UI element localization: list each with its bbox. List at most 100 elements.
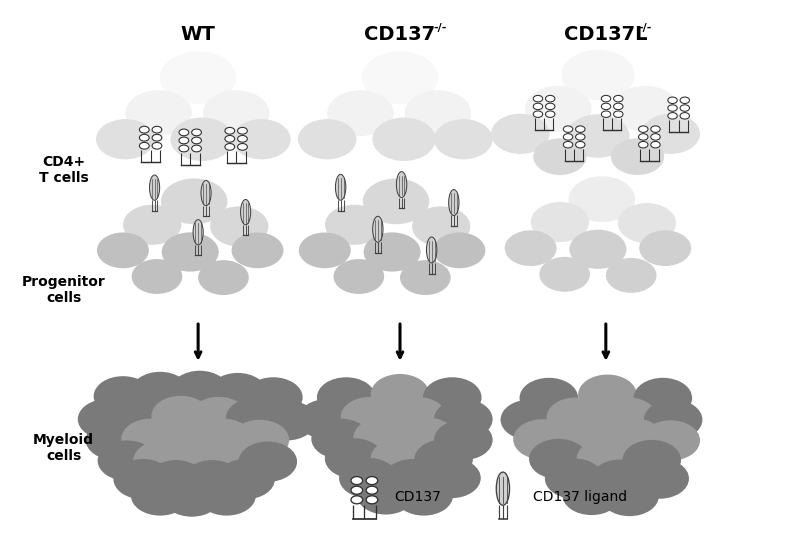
Circle shape — [622, 440, 681, 480]
Circle shape — [134, 440, 192, 481]
Circle shape — [179, 137, 189, 144]
Circle shape — [225, 144, 234, 150]
Circle shape — [115, 397, 174, 437]
Circle shape — [226, 398, 285, 439]
Circle shape — [210, 206, 269, 247]
Ellipse shape — [449, 190, 459, 216]
Circle shape — [634, 378, 692, 418]
Circle shape — [612, 86, 678, 132]
Circle shape — [638, 126, 648, 132]
Circle shape — [366, 486, 378, 494]
Circle shape — [422, 458, 481, 498]
Circle shape — [590, 460, 650, 500]
Circle shape — [575, 126, 585, 132]
Circle shape — [96, 119, 154, 159]
Text: Progenitor
cells: Progenitor cells — [22, 275, 106, 305]
Circle shape — [602, 96, 610, 102]
Text: CD137 ligand: CD137 ligand — [533, 490, 627, 504]
Circle shape — [325, 205, 383, 245]
Ellipse shape — [396, 171, 406, 197]
Circle shape — [146, 460, 206, 500]
Circle shape — [238, 135, 247, 142]
Circle shape — [258, 400, 316, 440]
Circle shape — [372, 117, 435, 161]
Circle shape — [179, 129, 189, 135]
Circle shape — [317, 377, 375, 418]
Circle shape — [362, 51, 438, 104]
Circle shape — [398, 418, 456, 458]
Circle shape — [578, 374, 637, 415]
Text: CD4+
T cells: CD4+ T cells — [38, 155, 89, 185]
Circle shape — [600, 476, 659, 516]
Circle shape — [388, 397, 446, 437]
Circle shape — [334, 259, 384, 294]
Circle shape — [169, 440, 227, 481]
Circle shape — [139, 134, 149, 141]
Circle shape — [192, 137, 202, 144]
Circle shape — [545, 458, 603, 499]
Circle shape — [194, 419, 253, 459]
Circle shape — [162, 476, 221, 517]
Circle shape — [394, 475, 453, 515]
Ellipse shape — [496, 472, 510, 505]
Circle shape — [546, 96, 555, 102]
Circle shape — [650, 126, 660, 132]
Circle shape — [575, 142, 585, 148]
Circle shape — [534, 138, 586, 175]
Circle shape — [577, 439, 635, 479]
Circle shape — [563, 126, 573, 132]
Circle shape — [94, 376, 152, 416]
Circle shape — [614, 103, 623, 109]
Circle shape — [505, 230, 557, 266]
Circle shape — [157, 419, 215, 459]
Circle shape — [152, 134, 162, 141]
Circle shape — [680, 97, 690, 103]
Circle shape — [383, 459, 442, 499]
Circle shape — [161, 179, 227, 224]
Circle shape — [575, 134, 585, 140]
Circle shape — [618, 203, 676, 243]
Circle shape — [546, 398, 605, 438]
Circle shape — [325, 439, 383, 478]
Circle shape — [132, 259, 182, 294]
Circle shape — [412, 206, 470, 247]
Circle shape — [514, 419, 572, 460]
Circle shape — [562, 475, 621, 515]
Circle shape — [638, 142, 648, 148]
Circle shape — [614, 96, 623, 102]
Circle shape — [131, 372, 190, 412]
Circle shape — [327, 90, 394, 136]
Circle shape — [563, 134, 573, 140]
Circle shape — [192, 129, 202, 135]
Circle shape — [238, 144, 247, 150]
Circle shape — [668, 97, 678, 103]
Circle shape — [434, 420, 493, 460]
Circle shape — [400, 260, 450, 295]
Circle shape — [298, 399, 357, 439]
Circle shape — [114, 459, 172, 499]
Circle shape — [501, 400, 559, 440]
Circle shape — [491, 114, 550, 154]
Circle shape — [519, 378, 578, 418]
Circle shape — [362, 179, 430, 224]
Text: CD137L: CD137L — [564, 24, 647, 44]
Circle shape — [225, 135, 234, 142]
Circle shape — [370, 374, 430, 414]
Circle shape — [183, 460, 242, 500]
Circle shape — [151, 396, 210, 436]
Circle shape — [642, 420, 700, 461]
Circle shape — [160, 51, 236, 104]
Circle shape — [232, 119, 290, 159]
Circle shape — [614, 111, 623, 117]
Text: CD137: CD137 — [365, 24, 435, 44]
Circle shape — [405, 90, 471, 136]
Ellipse shape — [193, 220, 203, 245]
Circle shape — [139, 143, 149, 149]
Circle shape — [190, 397, 248, 437]
Circle shape — [351, 477, 362, 484]
Circle shape — [639, 230, 691, 266]
Circle shape — [602, 103, 610, 109]
Circle shape — [139, 126, 149, 133]
Circle shape — [98, 440, 156, 481]
Circle shape — [299, 232, 350, 268]
